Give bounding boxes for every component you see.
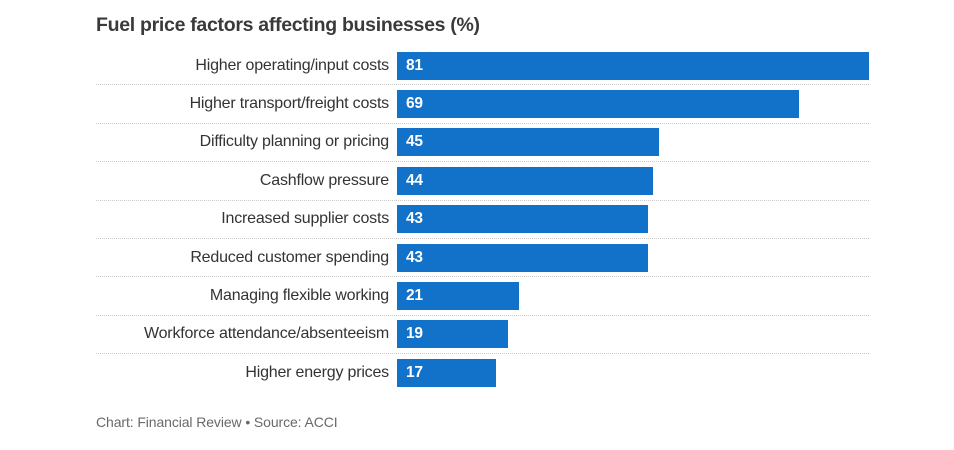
- bar: 21: [397, 282, 520, 311]
- bar-area: 44: [397, 166, 869, 195]
- category-label: Managing flexible working: [209, 287, 389, 305]
- chart-row: Increased supplier costs 43: [96, 201, 869, 239]
- value-label: 21: [406, 287, 423, 305]
- category-label: Higher operating/input costs: [195, 56, 389, 74]
- bar: 43: [397, 205, 648, 234]
- value-label: 44: [406, 171, 423, 189]
- chart-row: Cashflow pressure 44: [96, 162, 869, 201]
- bar-chart: Fuel price factors affecting businesses …: [96, 14, 869, 430]
- bar-area: 19: [397, 320, 869, 349]
- value-label: 45: [406, 133, 423, 151]
- bar-area: 21: [397, 282, 869, 311]
- bar: 69: [397, 90, 800, 119]
- chart-footer: Chart: Financial Review • Source: ACCI: [96, 413, 338, 430]
- chart-row: Reduced customer spending 43: [96, 239, 869, 278]
- bar: 43: [397, 243, 648, 272]
- chart-rows: Higher operating/input costs 81 Higher tra…: [96, 47, 869, 393]
- category-label: Increased supplier costs: [221, 210, 389, 228]
- chart-row: Higher operating/input costs 81: [96, 47, 869, 86]
- bar-area: 17: [397, 359, 869, 388]
- category-label: Cashflow pressure: [259, 171, 389, 189]
- category-label: Reduced customer spending: [190, 248, 389, 266]
- bar-area: 45: [397, 128, 869, 157]
- value-label: 69: [406, 95, 423, 113]
- bar: 44: [397, 166, 654, 195]
- value-label: 17: [406, 364, 423, 382]
- chart-row: Difficulty planning or pricing 45: [96, 124, 869, 163]
- bar-area: 43: [397, 205, 869, 234]
- chart-row: Higher energy prices 17: [96, 354, 869, 392]
- bar: 19: [397, 320, 508, 349]
- chart-row: Workforce attendance/absenteeism 19: [96, 316, 869, 355]
- bar: 45: [397, 128, 660, 157]
- value-label: 43: [406, 210, 423, 228]
- bar-area: 81: [397, 51, 869, 80]
- bar: 81: [397, 51, 869, 80]
- value-label: 43: [406, 248, 423, 266]
- bar-area: 69: [397, 90, 869, 119]
- category-label: Higher transport/freight costs: [189, 95, 390, 113]
- chart-row: Higher transport/freight costs 69: [96, 85, 869, 124]
- chart-row: Managing flexible working 21: [96, 277, 869, 316]
- category-label: Higher energy prices: [245, 364, 389, 382]
- bar: 17: [397, 359, 497, 388]
- bar-area: 43: [397, 243, 869, 272]
- chart-title: Fuel price factors affecting businesses …: [96, 14, 480, 36]
- category-label: Difficulty planning or pricing: [199, 133, 390, 151]
- value-label: 81: [406, 56, 423, 74]
- category-label: Workforce attendance/absenteeism: [144, 325, 389, 343]
- value-label: 19: [406, 325, 423, 343]
